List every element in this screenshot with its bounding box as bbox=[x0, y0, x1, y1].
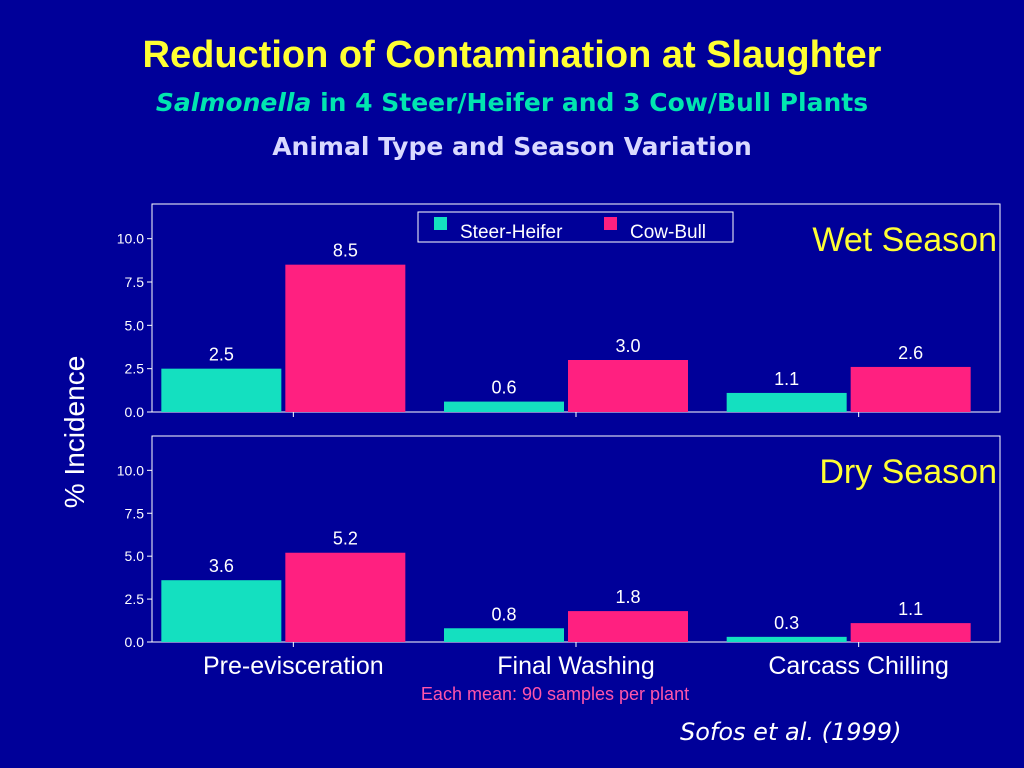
y-tick-label: 7.5 bbox=[125, 274, 145, 290]
sample-note: Each mean: 90 samples per plant bbox=[421, 684, 689, 704]
bar-steer-heifer bbox=[161, 580, 282, 642]
data-label: 3.6 bbox=[209, 556, 234, 576]
y-tick-label: 2.5 bbox=[125, 361, 145, 377]
y-tick-label: 0.0 bbox=[125, 404, 145, 420]
data-label: 1.8 bbox=[615, 587, 640, 607]
category-label: Final Washing bbox=[497, 652, 654, 680]
legend-label: Cow-Bull bbox=[630, 222, 706, 243]
slide-title: Reduction of Contamination at Slaughter bbox=[142, 34, 882, 76]
bar-steer-heifer bbox=[444, 628, 564, 642]
bar-cow-bull bbox=[568, 611, 688, 642]
season-label: Dry Season bbox=[819, 453, 997, 491]
data-label: 2.5 bbox=[209, 345, 234, 365]
bar-steer-heifer bbox=[161, 368, 282, 412]
legend-swatch-cow-bull bbox=[604, 217, 617, 230]
season-label: Wet Season bbox=[812, 221, 997, 259]
y-tick-label: 7.5 bbox=[125, 505, 145, 521]
bar-cow-bull bbox=[568, 360, 688, 412]
y-tick-label: 2.5 bbox=[125, 591, 145, 607]
data-label: 3.0 bbox=[615, 336, 640, 356]
subtitle-organism: Salmonella bbox=[155, 88, 312, 117]
slide-subtitle-variation: Animal Type and Season Variation bbox=[272, 132, 752, 161]
subtitle-plants: in 4 Steer/Heifer and 3 Cow/Bull Plants bbox=[311, 88, 869, 117]
category-label: Carcass Chilling bbox=[768, 652, 949, 680]
y-tick-label: 5.0 bbox=[125, 548, 145, 564]
data-label: 2.6 bbox=[898, 343, 923, 363]
y-axis-label: % Incidence bbox=[59, 356, 90, 509]
bar-steer-heifer bbox=[726, 636, 847, 642]
data-label: 1.1 bbox=[898, 599, 923, 619]
data-label: 8.5 bbox=[333, 241, 358, 261]
bar-steer-heifer bbox=[444, 401, 564, 412]
legend-label: Steer-Heifer bbox=[460, 222, 563, 243]
y-tick-label: 10.0 bbox=[117, 231, 144, 247]
data-label: 0.6 bbox=[491, 378, 516, 398]
citation: Sofos et al. (1999) bbox=[680, 718, 902, 746]
bar-steer-heifer bbox=[726, 392, 847, 412]
y-tick-label: 10.0 bbox=[117, 462, 144, 478]
y-tick-label: 0.0 bbox=[125, 634, 145, 650]
legend-box bbox=[417, 211, 734, 243]
bar-cow-bull bbox=[285, 552, 406, 642]
data-label: 0.3 bbox=[774, 613, 799, 633]
category-label: Pre-evisceration bbox=[203, 652, 384, 680]
data-label: 5.2 bbox=[333, 529, 358, 549]
legend-swatch-steer-heifer bbox=[434, 217, 447, 230]
bar-cow-bull bbox=[850, 366, 971, 412]
y-tick-label: 5.0 bbox=[125, 317, 145, 333]
slide-subtitle: Salmonella in 4 Steer/Heifer and 3 Cow/B… bbox=[0, 88, 1024, 117]
data-label: 0.8 bbox=[491, 604, 516, 624]
bar-cow-bull bbox=[850, 623, 971, 642]
bar-cow-bull bbox=[285, 264, 406, 412]
data-label: 1.1 bbox=[774, 369, 799, 389]
